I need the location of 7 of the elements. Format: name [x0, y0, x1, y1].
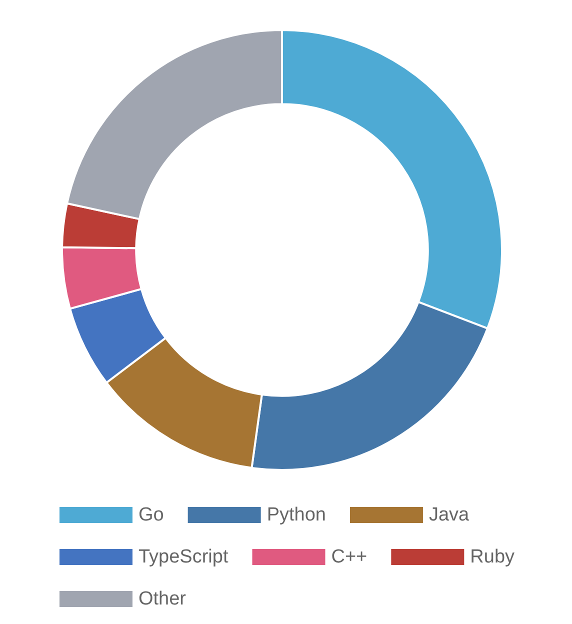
legend-label: Go	[138, 504, 164, 526]
legend-label: C++	[331, 546, 368, 568]
legend-label: TypeScript	[138, 546, 229, 568]
legend-label: Other	[138, 588, 187, 610]
legend-label: Python	[266, 504, 326, 526]
legend-label: Java	[428, 504, 470, 526]
legend-label: Ruby	[470, 546, 516, 568]
